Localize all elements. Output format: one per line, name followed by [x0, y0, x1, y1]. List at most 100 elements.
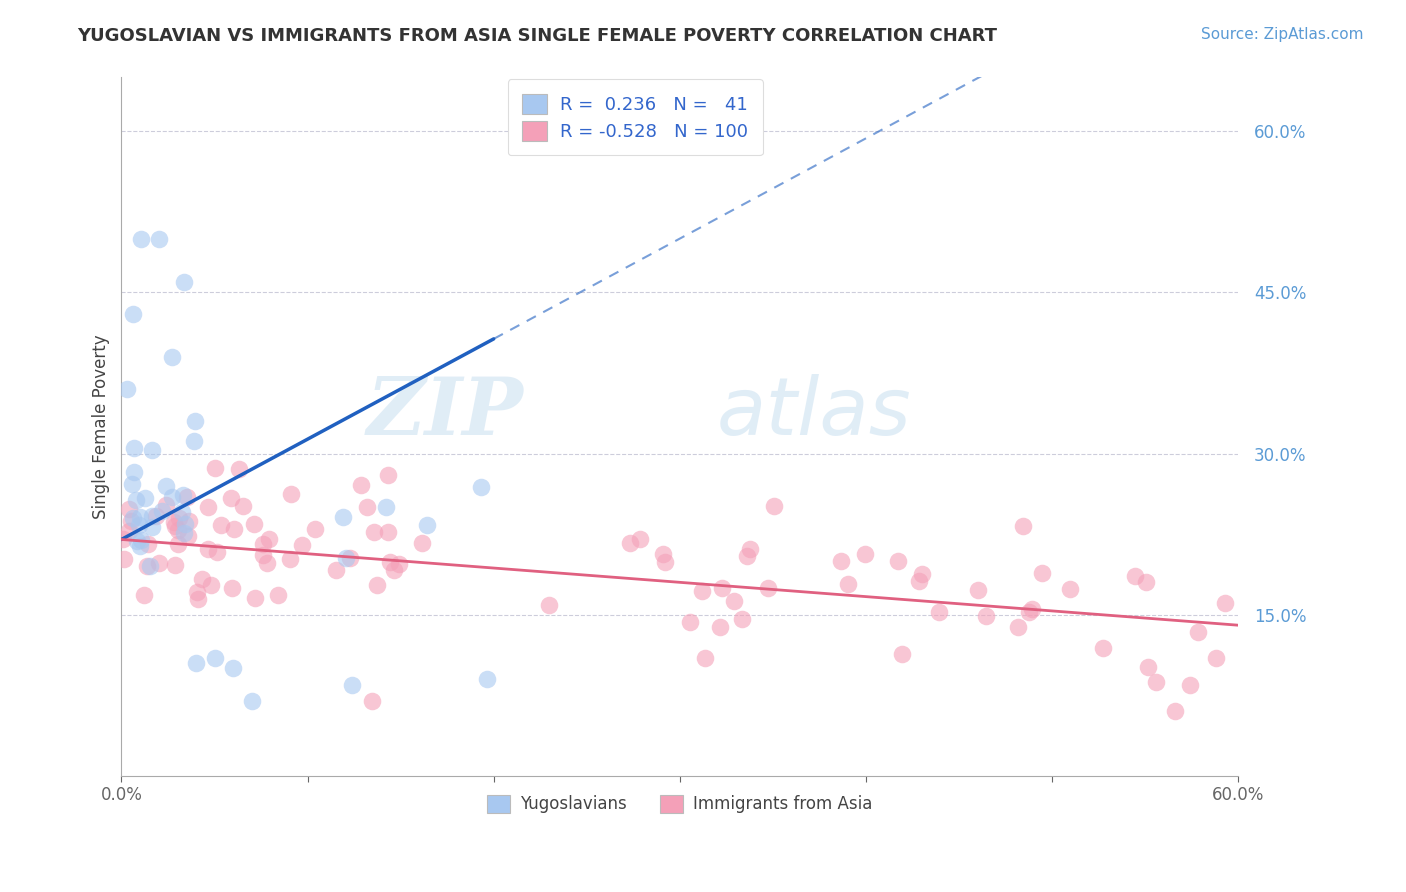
- Point: [129, 509, 152, 524]
- Point: [222, 522, 245, 536]
- Point: [148, 556, 170, 570]
- Point: [377, 525, 399, 540]
- Point: [1011, 519, 1033, 533]
- Point: [228, 461, 250, 475]
- Point: [1136, 660, 1159, 674]
- Point: [375, 500, 398, 514]
- Point: [709, 620, 731, 634]
- Point: [120, 514, 142, 528]
- Point: [679, 615, 702, 629]
- Point: [1205, 651, 1227, 665]
- Point: [652, 547, 675, 561]
- Point: [891, 647, 914, 661]
- Point: [928, 605, 950, 619]
- Point: [221, 581, 243, 595]
- Point: [155, 499, 177, 513]
- Point: [339, 550, 361, 565]
- Point: [141, 520, 163, 534]
- Point: [654, 555, 676, 569]
- Point: [162, 515, 184, 529]
- Text: YUGOSLAVIAN VS IMMIGRANTS FROM ASIA SINGLE FEMALE POVERTY CORRELATION CHART: YUGOSLAVIAN VS IMMIGRANTS FROM ASIA SING…: [77, 27, 997, 45]
- Point: [141, 509, 163, 524]
- Point: [163, 558, 186, 572]
- Point: [112, 533, 135, 547]
- Point: [174, 516, 197, 531]
- Point: [1059, 582, 1081, 596]
- Point: [335, 551, 357, 566]
- Point: [200, 578, 222, 592]
- Point: [252, 548, 274, 562]
- Point: [125, 534, 148, 549]
- Point: [112, 552, 135, 566]
- Point: [723, 594, 745, 608]
- Point: [280, 487, 302, 501]
- Point: [155, 478, 177, 492]
- Point: [267, 588, 290, 602]
- Point: [1187, 624, 1209, 639]
- Point: [382, 563, 405, 577]
- Point: [169, 511, 191, 525]
- Y-axis label: Single Female Poverty: Single Female Poverty: [93, 334, 110, 519]
- Point: [853, 547, 876, 561]
- Point: [1135, 574, 1157, 589]
- Point: [148, 231, 170, 245]
- Point: [304, 522, 326, 536]
- Point: [356, 500, 378, 515]
- Point: [762, 500, 785, 514]
- Point: [219, 491, 242, 505]
- Point: [974, 608, 997, 623]
- Point: [150, 504, 173, 518]
- Point: [183, 434, 205, 448]
- Point: [125, 492, 148, 507]
- Point: [209, 518, 232, 533]
- Point: [176, 490, 198, 504]
- Point: [129, 533, 152, 548]
- Point: [122, 465, 145, 479]
- Point: [377, 467, 399, 482]
- Point: [477, 672, 499, 686]
- Legend: Yugoslavians, Immigrants from Asia: Yugoslavians, Immigrants from Asia: [479, 788, 880, 820]
- Point: [121, 510, 143, 524]
- Point: [1164, 704, 1187, 718]
- Point: [134, 491, 156, 505]
- Point: [134, 588, 156, 602]
- Point: [1018, 605, 1040, 619]
- Point: [1092, 641, 1115, 656]
- Point: [128, 518, 150, 533]
- Point: [693, 651, 716, 665]
- Point: [363, 525, 385, 540]
- Point: [628, 532, 651, 546]
- Point: [121, 477, 143, 491]
- Point: [118, 524, 141, 538]
- Point: [122, 307, 145, 321]
- Text: ZIP: ZIP: [367, 374, 523, 451]
- Point: [118, 502, 141, 516]
- Point: [173, 275, 195, 289]
- Point: [163, 519, 186, 533]
- Point: [141, 443, 163, 458]
- Point: [278, 551, 301, 566]
- Point: [167, 537, 190, 551]
- Point: [325, 564, 347, 578]
- Point: [129, 231, 152, 245]
- Point: [470, 479, 492, 493]
- Point: [380, 555, 402, 569]
- Point: [232, 500, 254, 514]
- Point: [830, 554, 852, 568]
- Point: [887, 554, 910, 568]
- Point: [256, 556, 278, 570]
- Point: [145, 508, 167, 523]
- Point: [138, 559, 160, 574]
- Point: [177, 514, 200, 528]
- Point: [135, 558, 157, 573]
- Point: [619, 535, 641, 549]
- Point: [243, 517, 266, 532]
- Point: [340, 677, 363, 691]
- Point: [837, 577, 859, 591]
- Point: [908, 574, 931, 589]
- Point: [167, 523, 190, 537]
- Point: [738, 542, 761, 557]
- Point: [416, 518, 439, 533]
- Point: [291, 538, 314, 552]
- Point: [197, 500, 219, 515]
